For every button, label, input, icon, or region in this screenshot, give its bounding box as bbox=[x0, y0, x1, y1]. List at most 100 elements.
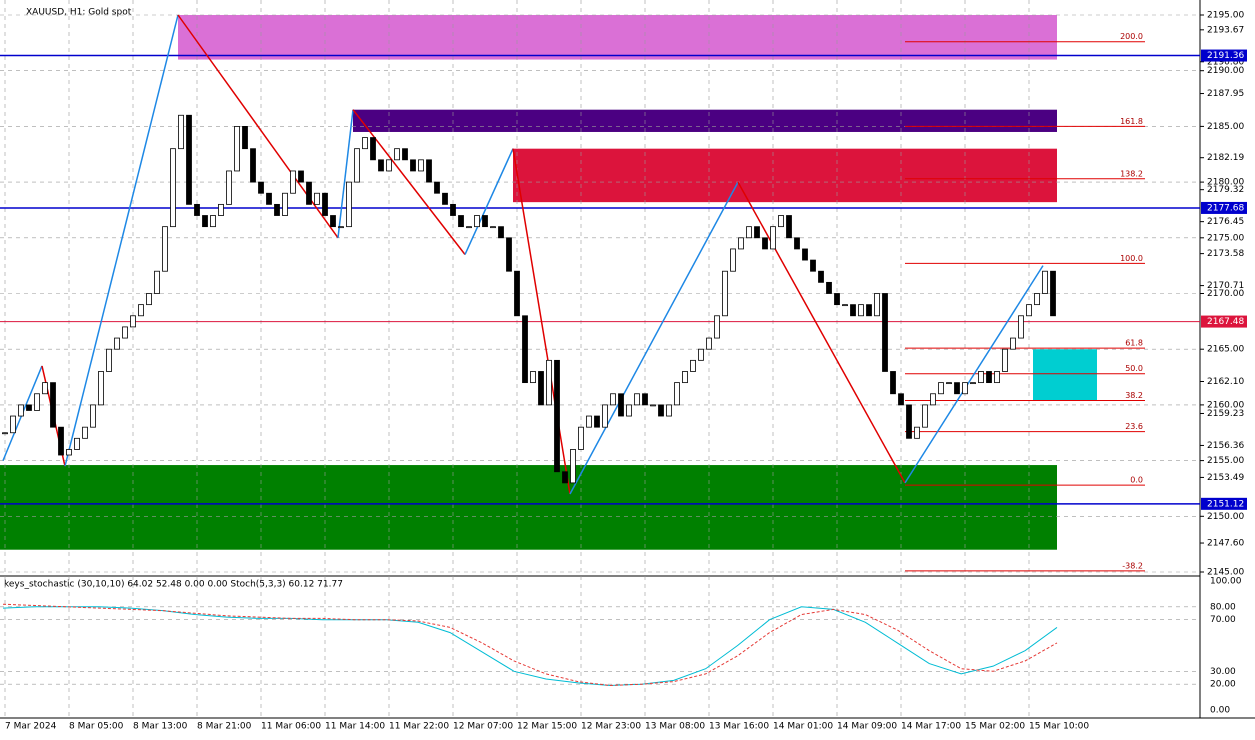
candle-body bbox=[242, 126, 248, 150]
candle-body bbox=[770, 226, 776, 250]
candle-body bbox=[594, 415, 600, 428]
x-tick-label: 12 Mar 23:00 bbox=[581, 722, 641, 732]
candle-body bbox=[482, 215, 488, 228]
level-tag bbox=[1201, 49, 1247, 62]
zone bbox=[353, 109, 1057, 132]
candle-body bbox=[954, 382, 960, 395]
candle-body bbox=[778, 215, 784, 228]
candle-body bbox=[210, 215, 216, 228]
candle-body bbox=[354, 148, 360, 183]
zigzag-segment bbox=[464, 148, 514, 255]
zigzag-segment bbox=[737, 181, 906, 484]
candle-body bbox=[178, 114, 184, 150]
candle-body bbox=[722, 270, 728, 317]
candle-body bbox=[842, 304, 848, 307]
candle-body bbox=[930, 393, 936, 406]
y-tick-label: 2176.45 bbox=[1207, 217, 1244, 227]
candle-body bbox=[986, 371, 992, 384]
candle-body bbox=[738, 237, 744, 250]
candle-body bbox=[322, 192, 328, 216]
candle-body bbox=[626, 404, 632, 417]
y2-tick-label: 20.00 bbox=[1210, 680, 1236, 690]
candle-body bbox=[1018, 315, 1024, 339]
candle-body bbox=[514, 270, 520, 317]
candle-body bbox=[66, 449, 72, 456]
candle-body bbox=[682, 371, 688, 384]
candle-body bbox=[234, 126, 240, 172]
y-tick-label: 2155.00 bbox=[1207, 456, 1244, 466]
candle-body bbox=[250, 148, 256, 183]
candle-body bbox=[162, 226, 168, 272]
fib-label: 100.0 bbox=[1120, 254, 1143, 263]
fib-label: 0.0 bbox=[1130, 476, 1143, 485]
x-tick-label: 11 Mar 22:00 bbox=[389, 722, 449, 732]
candle-body bbox=[794, 237, 800, 250]
level-tag bbox=[1201, 315, 1247, 328]
zone bbox=[0, 465, 1057, 550]
candle-body bbox=[274, 203, 280, 216]
fib-label: 61.8 bbox=[1125, 339, 1143, 348]
candle-body bbox=[458, 215, 464, 228]
candle-body bbox=[874, 293, 880, 317]
candle-body bbox=[146, 293, 152, 306]
zone bbox=[178, 15, 1057, 60]
y-tick-label: 2190.00 bbox=[1207, 66, 1244, 76]
candle-body bbox=[1050, 270, 1056, 317]
candle-body bbox=[378, 159, 384, 172]
x-tick-label: 12 Mar 07:00 bbox=[453, 722, 513, 732]
candle-body bbox=[490, 226, 496, 229]
y-tick-label: 2156.36 bbox=[1207, 441, 1244, 451]
candle-body bbox=[402, 148, 408, 161]
candle-body bbox=[1034, 293, 1040, 306]
candle-body bbox=[618, 393, 624, 417]
x-tick-label: 14 Mar 09:00 bbox=[837, 722, 897, 732]
y2-tick-label: 0.00 bbox=[1210, 706, 1230, 716]
candle-body bbox=[442, 192, 448, 205]
candle-body bbox=[122, 326, 128, 339]
zigzag-segment bbox=[64, 14, 179, 467]
candle-body bbox=[570, 449, 576, 484]
y-tick-label: 2187.95 bbox=[1207, 89, 1244, 99]
zigzag-segment bbox=[569, 181, 739, 495]
candle-body bbox=[922, 404, 928, 428]
candle-body bbox=[898, 393, 904, 406]
candle-body bbox=[914, 426, 920, 439]
candle-body bbox=[434, 181, 440, 194]
stoch-line bbox=[2, 606, 1058, 686]
y-tick-label: 2153.49 bbox=[1207, 473, 1244, 483]
candle-body bbox=[1010, 337, 1016, 350]
x-tick-label: 15 Mar 02:00 bbox=[965, 722, 1025, 732]
candle-body bbox=[498, 226, 504, 239]
candle-body bbox=[394, 148, 400, 161]
candle-body bbox=[698, 348, 704, 361]
candle-body bbox=[450, 203, 456, 216]
y-tick-label: 2160.00 bbox=[1207, 400, 1244, 410]
chart-title: XAUUSD, H1: Gold spot bbox=[26, 8, 132, 18]
y-tick-label: 2165.00 bbox=[1207, 345, 1244, 355]
level-tag bbox=[1201, 201, 1247, 214]
y-tick-label: 2175.00 bbox=[1207, 233, 1244, 243]
candle-body bbox=[602, 404, 608, 428]
fib-label: 23.6 bbox=[1125, 422, 1143, 431]
x-tick-label: 14 Mar 01:00 bbox=[773, 722, 833, 732]
candle-body bbox=[170, 148, 176, 228]
candle-body bbox=[338, 226, 344, 229]
candle-body bbox=[74, 437, 80, 450]
candle-body bbox=[1002, 348, 1008, 372]
candle-body bbox=[554, 359, 560, 473]
candle-body bbox=[786, 215, 792, 239]
candle-body bbox=[346, 181, 352, 228]
y-tick-label: 2170.71 bbox=[1207, 281, 1244, 291]
zigzag-segment bbox=[337, 109, 354, 238]
candle-body bbox=[962, 382, 968, 395]
y-tick-label: 2180.00 bbox=[1207, 178, 1244, 188]
candle-body bbox=[362, 137, 368, 150]
x-tick-label: 8 Mar 05:00 bbox=[69, 722, 124, 732]
x-tick-label: 14 Mar 17:00 bbox=[901, 722, 961, 732]
candle-body bbox=[474, 215, 480, 228]
candle-body bbox=[522, 315, 528, 384]
x-tick-label: 7 Mar 2024 bbox=[5, 722, 57, 732]
candle-body bbox=[282, 192, 288, 216]
level-label: 2151.12 bbox=[1207, 499, 1244, 509]
candle-body bbox=[658, 404, 664, 417]
